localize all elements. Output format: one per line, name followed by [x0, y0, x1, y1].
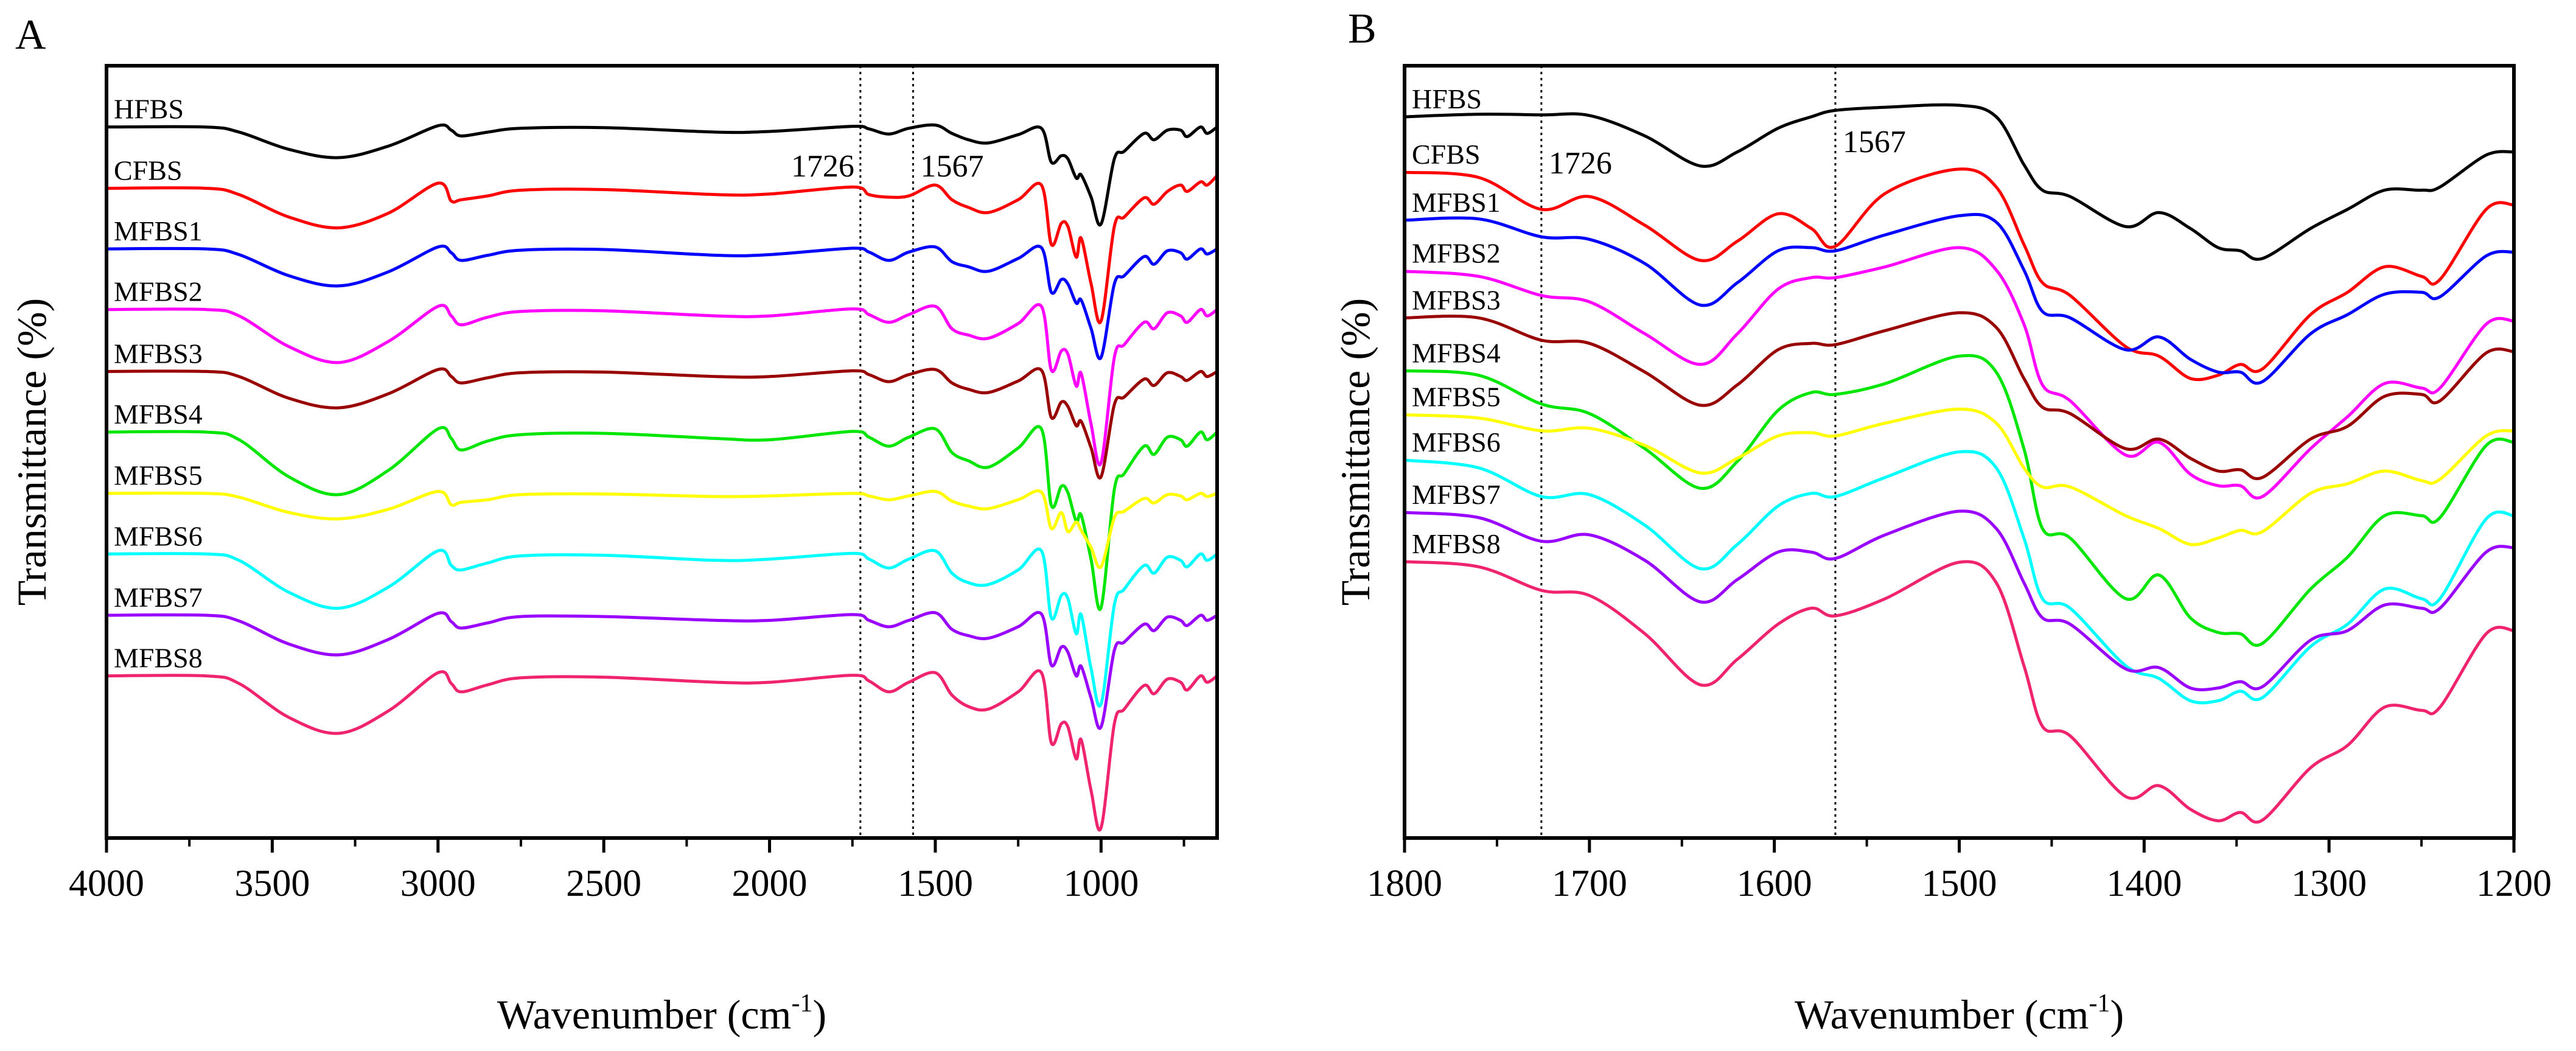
x-tick-label: 1300	[2291, 863, 2367, 904]
x-axis-title-main: Wavenumber (cm	[1795, 991, 2089, 1038]
series-label-mfbs3: MFBS3	[114, 338, 203, 369]
series-line-cfbs	[1404, 167, 2515, 382]
x-axis-title-close: )	[2110, 991, 2124, 1038]
x-tick-label: 1600	[1737, 863, 1812, 904]
panel-label: A	[15, 12, 46, 58]
series-label-mfbs4: MFBS4	[114, 399, 203, 430]
series-label-mfbs2: MFBS2	[1412, 238, 1501, 269]
series-label-mfbs1: MFBS1	[1412, 187, 1501, 218]
series-line-mfbs7	[1404, 509, 2515, 691]
series-line-mfbs1	[106, 245, 1218, 360]
series-line-mfbs8	[106, 669, 1218, 832]
reference-line-label: 1567	[1843, 125, 1906, 159]
series-line-mfbs5	[1404, 407, 2515, 546]
series-label-mfbs5: MFBS5	[114, 460, 203, 491]
series-line-hfbs	[1404, 103, 2515, 261]
series-line-mfbs8	[1404, 560, 2515, 824]
series-line-mfbs4	[106, 425, 1218, 611]
series-label-mfbs7: MFBS7	[114, 582, 203, 613]
x-tick-label: 1500	[1922, 863, 1997, 904]
x-tick-label: 1400	[2106, 863, 2182, 904]
series-line-mfbs6	[106, 547, 1218, 708]
series-label-mfbs5: MFBS5	[1412, 382, 1501, 413]
x-axis-title-superscript: -1	[791, 990, 812, 1018]
series-label-mfbs2: MFBS2	[114, 276, 203, 307]
x-tick-label: 3000	[400, 863, 476, 904]
series-label-mfbs6: MFBS6	[1412, 427, 1501, 458]
x-axis-title: Wavenumber (cm-1)	[497, 990, 826, 1038]
x-axis-title: Wavenumber (cm-1)	[1795, 990, 2124, 1038]
panel-a: A 1726 1567 HFBS CFBS MFBS1 MFBS2 MFBS3 MFBS4 MFB…	[9, 12, 1219, 1038]
x-tick-label: 1800	[1367, 863, 1442, 904]
x-axis-title-superscript: -1	[2089, 990, 2110, 1018]
series-label-hfbs: HFBS	[1412, 83, 1482, 114]
x-tick-label: 1000	[1063, 863, 1139, 904]
panel-b: B 1726 1567 HFBS CFBS MFBS1 MFBS2 MFBS3 MFBS4 MFB…	[1332, 5, 2552, 1038]
series-label-cfbs: CFBS	[114, 155, 183, 186]
x-tick-label: 1200	[2476, 863, 2552, 904]
series-line-mfbs4	[1404, 354, 2515, 647]
reference-line-label: 1726	[1549, 146, 1612, 181]
series-label-mfbs3: MFBS3	[1412, 284, 1501, 315]
series-line-cfbs	[106, 174, 1218, 324]
series-line-mfbs3	[1404, 311, 2515, 480]
plot-frame	[105, 64, 1219, 840]
series-line-mfbs5	[106, 489, 1218, 570]
series-line-hfbs	[106, 123, 1218, 227]
series-line-mfbs1	[1404, 212, 2515, 385]
x-axis-title-close: )	[812, 991, 826, 1038]
x-tick-label: 3500	[234, 863, 310, 904]
reference-line-label: 1726	[791, 149, 854, 184]
series-label-cfbs: CFBS	[1412, 139, 1481, 170]
series-label-mfbs8: MFBS8	[1412, 528, 1501, 559]
series-label-hfbs: HFBS	[114, 94, 184, 125]
series-label-mfbs7: MFBS7	[1412, 479, 1501, 510]
series-label-mfbs4: MFBS4	[1412, 337, 1501, 368]
x-tick-label: 4000	[69, 863, 144, 904]
series-line-mfbs3	[106, 367, 1218, 480]
series-label-mfbs6: MFBS6	[114, 520, 203, 551]
panel-label: B	[1348, 5, 1377, 52]
y-axis-title: Transmittance (%)	[9, 298, 55, 606]
series-line-mfbs2	[1404, 246, 2515, 500]
x-tick-label: 2000	[732, 863, 808, 904]
reference-line-label: 1567	[920, 149, 983, 184]
series-line-mfbs2	[106, 303, 1218, 467]
x-axis-title-main: Wavenumber (cm	[497, 991, 792, 1038]
y-axis-title: Transmittance (%)	[1332, 298, 1378, 606]
x-tick-label: 1700	[1552, 863, 1627, 904]
x-tick-label: 1500	[898, 863, 973, 904]
x-tick-label: 2500	[566, 863, 641, 904]
series-label-mfbs1: MFBS1	[114, 215, 203, 246]
series-line-mfbs6	[1404, 450, 2515, 705]
series-label-mfbs8: MFBS8	[114, 643, 203, 674]
series-line-mfbs7	[106, 610, 1218, 730]
